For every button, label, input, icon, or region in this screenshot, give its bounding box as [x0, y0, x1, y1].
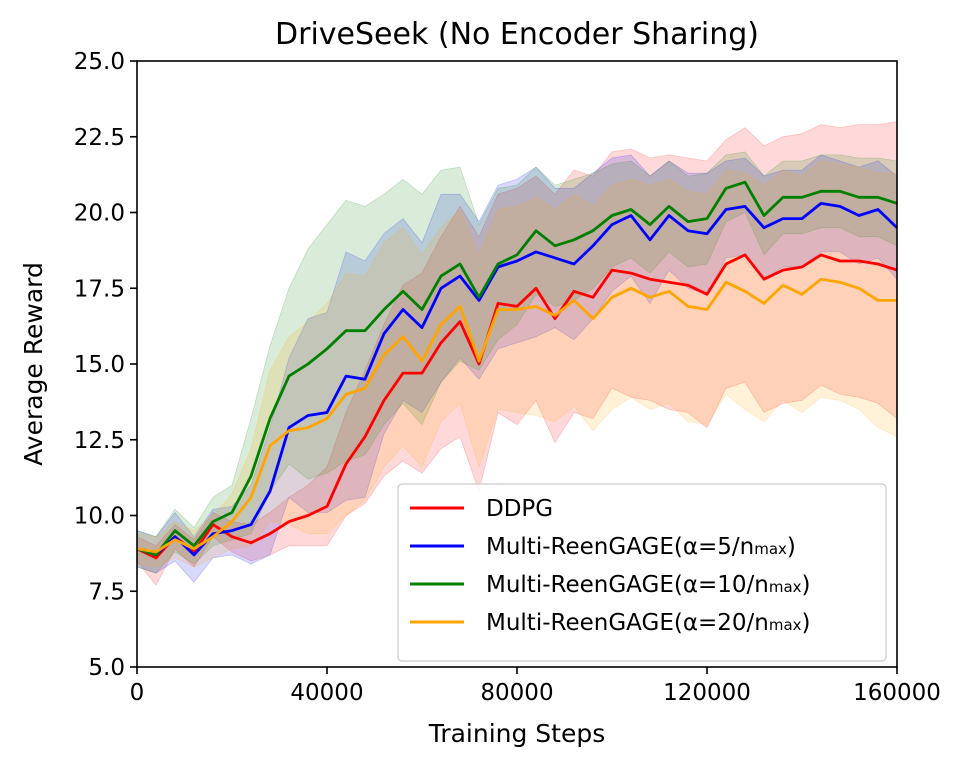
y-tick-label: 12.5: [74, 428, 125, 454]
legend-entry-multi-reengage-5-nmax: Multi-ReenGAGE(α=5/nmax): [410, 534, 796, 560]
series-lines: [136, 180, 898, 560]
x-axis-ticks: 0 40000 80000 120000 160000: [130, 667, 941, 706]
legend-entry-ddpg: DDPG: [410, 496, 553, 522]
y-tick-label: 15.0: [74, 352, 125, 378]
series-3-line: [136, 180, 898, 557]
legend-label: Multi-ReenGAGE(α=20/nmax): [486, 610, 811, 636]
legend-label: Multi-ReenGAGE(α=5/nmax): [486, 534, 796, 560]
y-tick-label: 20.0: [74, 201, 125, 227]
legend-label: DDPG: [486, 496, 553, 522]
y-tick-label: 17.5: [74, 276, 125, 302]
y-tick-label: 5.0: [88, 655, 125, 681]
confidence-bands: [136, 121, 898, 586]
legend-label: Multi-ReenGAGE(α=10/nmax): [486, 572, 811, 598]
series-1-line: [136, 253, 898, 560]
y-axis-label: Average Reward: [19, 262, 48, 466]
x-tick-label: 0: [130, 680, 145, 706]
y-tick-label: 7.5: [88, 579, 125, 605]
x-tick-label: 80000: [480, 680, 553, 706]
y-tick-label: 25.0: [74, 49, 125, 75]
legend: DDPG Multi-ReenGAGE(α=5/nmax) Multi-ReenGA…: [397, 483, 887, 662]
legend-entry-multi-reengage-20-nmax: Multi-ReenGAGE(α=20/nmax): [410, 610, 811, 636]
x-tick-label: 160000: [853, 680, 941, 706]
legend-box: [397, 483, 887, 662]
x-axis-label: Training Steps: [428, 719, 606, 748]
y-axis-ticks: 5.0 7.5 10.0 12.5 15.0 17.5 20.0 22.5 25.0: [74, 49, 137, 681]
series-4-line: [136, 277, 897, 554]
x-tick-label: 120000: [663, 680, 751, 706]
series-2-line: [136, 201, 898, 557]
x-tick-label: 40000: [290, 680, 363, 706]
y-tick-label: 10.0: [74, 504, 125, 530]
y-tick-label: 22.5: [74, 125, 125, 151]
chart-title: DriveSeek (No Encoder Sharing): [275, 17, 759, 52]
legend-entry-multi-reengage-10-nmax: Multi-ReenGAGE(α=10/nmax): [410, 572, 811, 598]
